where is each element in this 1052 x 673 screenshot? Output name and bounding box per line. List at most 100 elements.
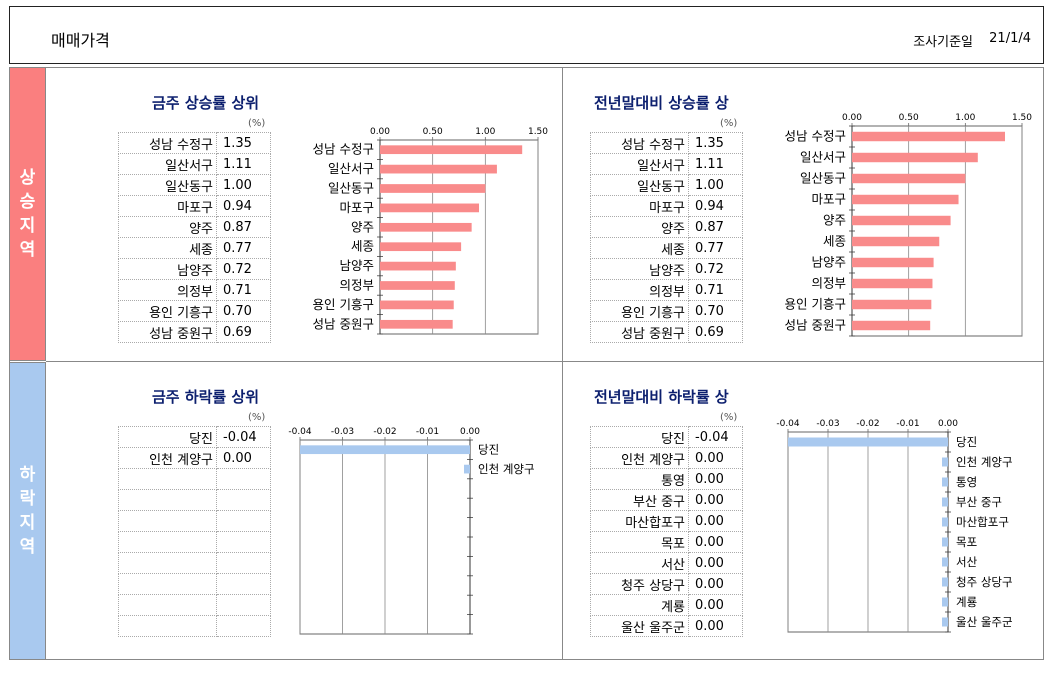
bar	[942, 477, 948, 487]
tick-label: -0.01	[896, 419, 919, 429]
table-row: 인천 계양구 0.00	[118, 447, 271, 469]
change-value-cell: -0.04	[216, 426, 271, 448]
table-row: 용인 기흥구 0.70	[118, 300, 271, 322]
table-row: 마산합포구 0.00	[590, 510, 743, 532]
category-label: 청주 상당구	[956, 575, 1013, 589]
rise-label-char: 승	[19, 192, 36, 212]
table-row: 양주 0.87	[590, 216, 743, 238]
region-name-cell: 성남 중원구	[590, 321, 689, 343]
region-name-cell: 통영	[590, 468, 689, 490]
change-value-cell: 0.77	[216, 237, 271, 259]
table-row: 계룡 0.00	[590, 594, 743, 616]
category-label: 일산동구	[328, 181, 374, 196]
fall-label-char: 역	[19, 537, 36, 557]
tick-label: 0.00	[842, 113, 862, 123]
bar	[942, 577, 948, 587]
category-label: 성남 수정구	[313, 142, 374, 157]
tick-label: 0.00	[460, 427, 480, 437]
region-name-cell	[118, 468, 217, 490]
change-value-cell: -0.04	[688, 426, 743, 448]
bar	[942, 457, 948, 467]
bar	[942, 497, 948, 507]
region-name-cell	[118, 594, 217, 616]
tick-label: 1.50	[1012, 113, 1032, 123]
week-up-title: 금주 상승률 상위	[152, 94, 260, 112]
category-label: 성남 중원구	[785, 318, 846, 333]
table-row: 당진 -0.04	[118, 426, 271, 448]
table-row: 일산동구 1.00	[118, 174, 271, 196]
table-row: 당진 -0.04	[590, 426, 743, 448]
change-value-cell: 1.35	[688, 132, 743, 154]
change-value-cell	[216, 615, 271, 637]
region-name-cell: 당진	[118, 426, 217, 448]
bar	[380, 261, 456, 271]
category-label: 마포구	[811, 192, 846, 207]
category-label: 서산	[956, 555, 978, 569]
bar	[380, 319, 453, 329]
header-bar: 매매가격 조사기준일 21/1/4	[9, 6, 1044, 64]
table-row: 의정부 0.71	[118, 279, 271, 301]
change-value-cell: 0.87	[216, 216, 271, 238]
region-name-cell: 목포	[590, 531, 689, 553]
region-name-cell	[118, 531, 217, 553]
region-name-cell: 마산합포구	[590, 510, 689, 532]
region-name-cell: 성남 수정구	[118, 132, 217, 154]
bar	[852, 215, 951, 226]
category-label: 부산 중구	[956, 495, 1002, 509]
table-row: 목포 0.00	[590, 531, 743, 553]
region-name-cell: 성남 중원구	[118, 321, 217, 343]
change-value-cell	[216, 489, 271, 511]
change-value-cell: 0.00	[688, 531, 743, 553]
change-value-cell: 0.94	[216, 195, 271, 217]
bar	[942, 617, 948, 627]
category-label: 세종	[823, 234, 846, 249]
bar	[380, 242, 462, 252]
table-row: 부산 중구 0.00	[590, 489, 743, 511]
category-label: 계룡	[956, 595, 977, 609]
change-value-cell: 0.00	[688, 615, 743, 637]
change-value-cell	[216, 510, 271, 532]
tick-label: 1.00	[955, 113, 975, 123]
category-label: 일산서구	[328, 161, 374, 176]
change-value-cell	[216, 468, 271, 490]
region-name-cell: 양주	[590, 216, 689, 238]
year-down-table: 당진 -0.04 인천 계양구 0.00 통영 0.00 부산 중구 0.00 마산합포구 0.0…	[590, 426, 743, 637]
table-row: 성남 중원구 0.69	[590, 321, 743, 343]
region-name-cell: 당진	[590, 426, 689, 448]
tick-label: -0.04	[288, 427, 312, 437]
change-value-cell: 0.00	[688, 489, 743, 511]
region-name-cell: 일산서구	[118, 153, 217, 175]
tick-label: 0.00	[370, 127, 390, 137]
change-value-cell: 1.00	[688, 174, 743, 196]
bar	[852, 320, 931, 331]
tick-label: 0.50	[899, 113, 919, 123]
tick-label: -0.04	[776, 419, 800, 429]
region-name-cell: 인천 계양구	[118, 447, 217, 469]
table-row: 일산동구 1.00	[590, 174, 743, 196]
bar	[852, 236, 940, 247]
change-value-cell: 1.00	[216, 174, 271, 196]
category-label: 목포	[956, 535, 977, 549]
region-name-cell: 부산 중구	[590, 489, 689, 511]
table-row: 의정부 0.71	[590, 279, 743, 301]
unit-label: (%)	[248, 118, 266, 129]
region-name-cell: 서산	[590, 552, 689, 574]
bar	[380, 164, 497, 174]
bar	[380, 300, 454, 310]
category-label: 성남 수정구	[785, 129, 846, 144]
bar	[380, 203, 480, 213]
region-name-cell: 세종	[590, 237, 689, 259]
category-label: 당진	[478, 443, 499, 457]
tick-label: -0.03	[816, 419, 839, 429]
table-row: 성남 중원구 0.69	[118, 321, 271, 343]
bar	[942, 597, 948, 607]
unit-label: (%)	[720, 412, 738, 423]
region-name-cell: 계룡	[590, 594, 689, 616]
category-label: 세종	[351, 239, 374, 254]
change-value-cell	[216, 594, 271, 616]
tick-label: -0.03	[331, 427, 354, 437]
table-row: 일산서구 1.11	[118, 153, 271, 175]
region-name-cell: 일산서구	[590, 153, 689, 175]
tick-label: -0.02	[373, 427, 396, 437]
